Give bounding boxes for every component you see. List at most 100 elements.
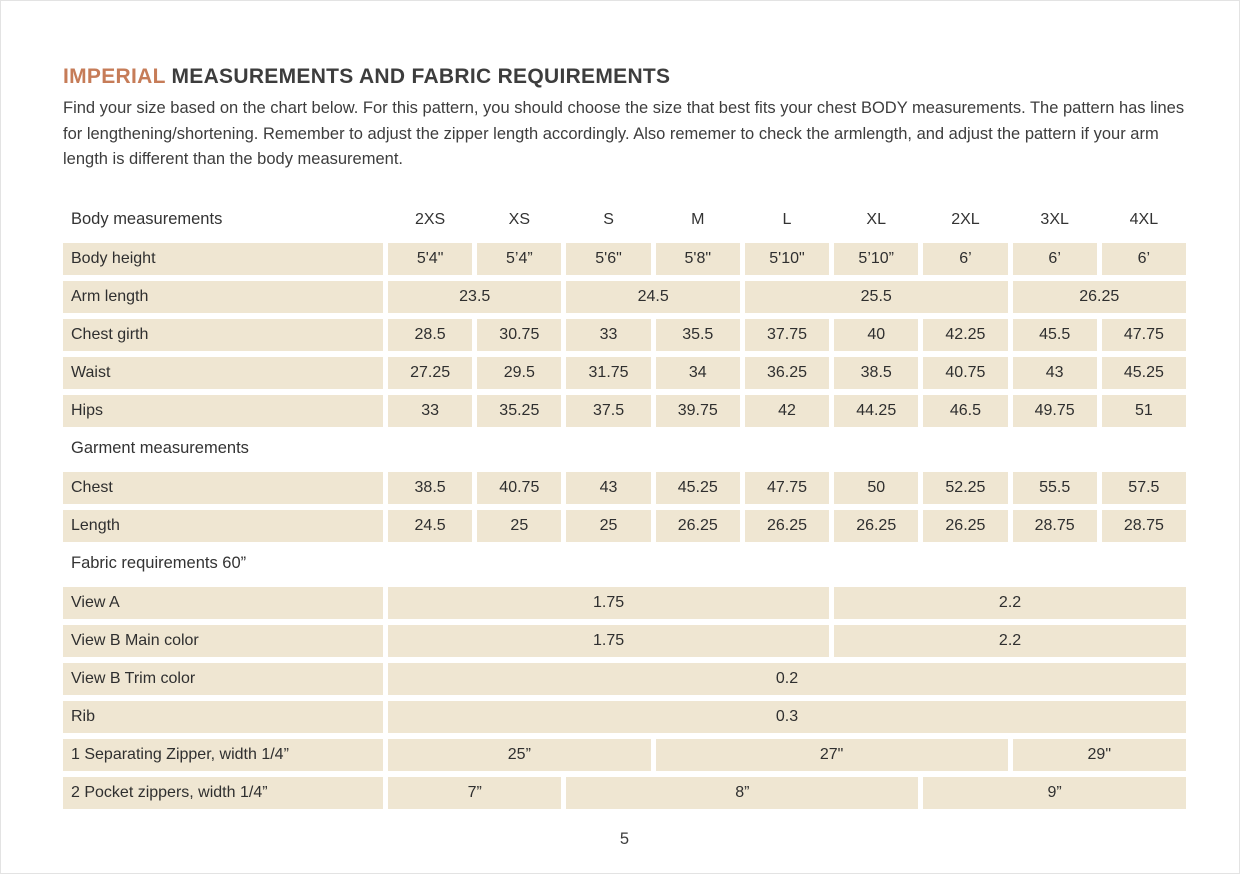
column-header: 3XL: [1040, 210, 1069, 228]
table-cell: 23.5: [388, 280, 562, 313]
measurements-table: Body measurements 2XS XS S M L XL 2XL 3XL 4XL Body…: [63, 204, 1186, 809]
table-cell: 47.75: [1101, 318, 1186, 351]
table-cell: 5'6": [566, 242, 651, 275]
table-cell: 28.5: [388, 318, 473, 351]
table-cell: 5'10": [744, 242, 830, 275]
table-cell: 37.5: [566, 394, 651, 427]
table-cell: 35.25: [477, 394, 562, 427]
table-cell: 27.25: [388, 356, 473, 389]
table-row: View B Main color 1.75 2.2: [63, 624, 1186, 657]
table-cell: 2.2: [834, 624, 1186, 657]
row-label: View A: [63, 586, 383, 619]
table-cell: 33: [388, 394, 473, 427]
row-label: Chest girth: [63, 318, 383, 351]
table-row: Rib 0.3: [63, 700, 1186, 733]
table-cell: 42: [744, 394, 830, 427]
table-cell: 5'8": [655, 242, 740, 275]
row-label: Chest: [63, 471, 383, 504]
table-cell: 26.25: [1012, 280, 1186, 313]
table-cell: 28.75: [1101, 509, 1186, 542]
table-cell: 47.75: [744, 471, 830, 504]
row-label: Length: [63, 509, 383, 542]
column-header: S: [603, 210, 614, 228]
table-cell: 26.25: [744, 509, 830, 542]
table-cell: 33: [566, 318, 651, 351]
row-label: 1 Separating Zipper, width 1/4”: [63, 738, 383, 771]
title-accent: IMPERIAL: [63, 65, 166, 88]
table-cell: 5'4": [388, 242, 473, 275]
table-row: Hips 33 35.25 37.5 39.75 42 44.25 46.5 49.75 51: [63, 394, 1186, 427]
table-cell: 50: [834, 471, 919, 504]
table-cell: 9”: [923, 776, 1186, 809]
table-row: Chest girth 28.5 30.75 33 35.5 37.75 40 42.25 45…: [63, 318, 1186, 351]
table-cell: 49.75: [1012, 394, 1097, 427]
table-cell: 36.25: [744, 356, 830, 389]
table-row: View A 1.75 2.2: [63, 586, 1186, 619]
section-heading: Fabric requirements 60”: [71, 554, 247, 573]
table-cell: 6’: [1012, 242, 1097, 275]
table-cell: 6’: [923, 242, 1008, 275]
table-cell: 34: [655, 356, 740, 389]
table-cell: 5’4”: [477, 242, 562, 275]
document-page: IMPERIAL MEASUREMENTS AND FABRIC REQUIRE…: [1, 1, 1239, 849]
table-row: Chest 38.5 40.75 43 45.25 47.75 50 52.25 55.5 57.…: [63, 471, 1186, 504]
table-cell: 2.2: [834, 586, 1186, 619]
row-label: 2 Pocket zippers, width 1/4”: [63, 776, 383, 809]
table-cell: 45.25: [655, 471, 740, 504]
table-cell: 26.25: [655, 509, 740, 542]
table-cell: 44.25: [834, 394, 919, 427]
table-cell: 26.25: [923, 509, 1008, 542]
table-cell: 24.5: [388, 509, 473, 542]
table-cell: 25”: [388, 738, 651, 771]
row-label: Arm length: [63, 280, 383, 313]
table-cell: 29.5: [477, 356, 562, 389]
table-cell: 29": [1012, 738, 1186, 771]
table-row: 2 Pocket zippers, width 1/4” 7” 8” 9”: [63, 776, 1186, 809]
table-cell: 27": [655, 738, 1008, 771]
table-cell: 40.75: [477, 471, 562, 504]
row-label: Rib: [63, 700, 383, 733]
table-cell: 1.75: [388, 624, 830, 657]
table-cell: 38.5: [834, 356, 919, 389]
table-cell: 43: [566, 471, 651, 504]
section-row: Garment measurements: [63, 433, 1186, 465]
table-cell: 43: [1012, 356, 1097, 389]
table-cell: 40.75: [923, 356, 1008, 389]
table-cell: 31.75: [566, 356, 651, 389]
table-row: Body height 5'4" 5’4” 5'6" 5'8" 5'10" 5’10” 6’ 6…: [63, 242, 1186, 275]
table-cell: 30.75: [477, 318, 562, 351]
table-cell: 57.5: [1101, 471, 1186, 504]
section-heading: Body measurements: [71, 210, 223, 229]
row-label: View B Main color: [63, 624, 383, 657]
table-cell: 26.25: [834, 509, 919, 542]
table-cell: 25: [477, 509, 562, 542]
column-header: L: [782, 210, 792, 228]
table-cell: 38.5: [388, 471, 473, 504]
table-cell: 0.2: [388, 662, 1186, 695]
row-label: View B Trim color: [63, 662, 383, 695]
section-row: Fabric requirements 60”: [63, 548, 1186, 580]
table-cell: 55.5: [1012, 471, 1097, 504]
column-header: M: [691, 210, 705, 228]
row-label: Body height: [63, 242, 383, 275]
table-row: Arm length 23.5 24.5 25.5 26.25: [63, 280, 1186, 313]
table-cell: 8”: [566, 776, 919, 809]
table-cell: 35.5: [655, 318, 740, 351]
page-title: IMPERIAL MEASUREMENTS AND FABRIC REQUIRE…: [63, 65, 1184, 89]
title-rest: MEASUREMENTS AND FABRIC REQUIREMENTS: [165, 65, 671, 88]
table-cell: 45.25: [1101, 356, 1186, 389]
table-cell: 46.5: [923, 394, 1008, 427]
table-cell: 0.3: [388, 700, 1186, 733]
column-header: 4XL: [1129, 210, 1159, 228]
table-cell: 52.25: [923, 471, 1008, 504]
table-cell: 42.25: [923, 318, 1008, 351]
section-heading: Garment measurements: [71, 439, 249, 458]
table-cell: 45.5: [1012, 318, 1097, 351]
table-cell: 25.5: [744, 280, 1008, 313]
table-cell: 40: [834, 318, 919, 351]
intro-paragraph: Find your size based on the chart below.…: [63, 99, 1185, 169]
table-cell: 1.75: [388, 586, 830, 619]
page-number: 5: [619, 829, 630, 848]
column-header: 2XS: [414, 210, 446, 228]
table-cell: 28.75: [1012, 509, 1097, 542]
